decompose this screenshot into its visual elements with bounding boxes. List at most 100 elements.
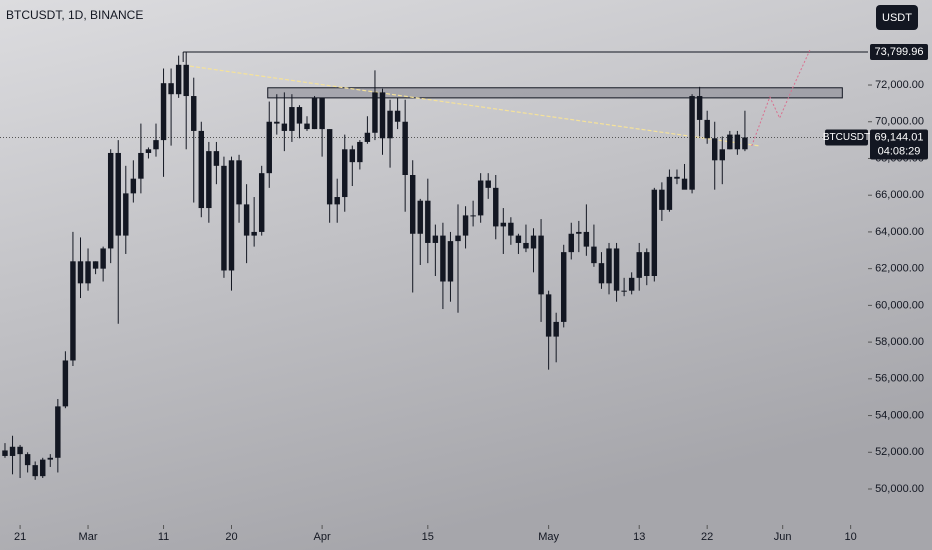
candle-body: [342, 149, 348, 198]
x-tick-label: 15: [422, 531, 434, 543]
candle-body: [606, 248, 612, 284]
candle-body: [674, 176, 680, 179]
x-tick-label: 10: [845, 531, 857, 543]
candle-body: [485, 180, 491, 188]
candle-body: [576, 231, 582, 234]
y-tick-label: 70,000.00: [875, 116, 924, 128]
candle-body: [47, 457, 54, 460]
candle-body: [560, 252, 567, 322]
candle-body: [311, 97, 318, 130]
candle-body: [734, 134, 741, 150]
y-tick-label: 66,000.00: [875, 189, 924, 201]
candle-body: [447, 241, 454, 282]
candle-body: [523, 242, 529, 249]
candle-body: [2, 450, 8, 456]
y-tick-label: 62,000.00: [875, 263, 924, 275]
x-tick-label: 21: [14, 531, 26, 543]
candle-body: [530, 235, 537, 249]
symbol-label: BTCUSDT: [823, 132, 870, 143]
candle-body: [666, 176, 673, 210]
candle-body: [379, 92, 386, 139]
candle-body: [168, 83, 174, 95]
price-label: 69,144.01: [875, 131, 924, 143]
candle-body: [704, 119, 710, 139]
candle-body: [32, 465, 38, 477]
countdown-label: 04:08:29: [878, 145, 921, 157]
candle-body: [228, 160, 235, 271]
candle-body: [70, 261, 76, 361]
candle-body: [598, 263, 605, 284]
candle-body: [9, 446, 16, 456]
candle-body: [425, 200, 431, 243]
candle-body: [304, 123, 310, 130]
candle-body: [591, 246, 597, 264]
candle-body: [77, 261, 84, 284]
candle-body: [719, 149, 725, 161]
currency-label[interactable]: USDT: [882, 12, 912, 24]
candle-body: [613, 248, 620, 291]
price-label-box: [870, 129, 928, 160]
x-tick-label: Jun: [774, 531, 792, 543]
candle-body: [138, 152, 144, 179]
candle-body: [364, 132, 371, 142]
candle-body: [545, 294, 552, 337]
candle-body: [628, 277, 635, 291]
x-tick-label: Apr: [314, 531, 331, 543]
currency-button[interactable]: [876, 5, 918, 30]
candle-body: [538, 235, 544, 295]
resistance-label: 73,799.96: [875, 46, 924, 58]
x-tick-label: Mar: [79, 531, 98, 543]
y-tick-label: 60,000.00: [875, 299, 924, 311]
x-tick-label: 20: [225, 531, 237, 543]
projection-path: [751, 49, 811, 147]
candle-body: [221, 165, 227, 271]
candle-body: [296, 107, 303, 124]
candle-body: [712, 138, 718, 161]
y-tick-label: 58,000.00: [875, 336, 924, 348]
candle-body: [115, 152, 121, 236]
candle-body: [394, 110, 401, 122]
candle-body: [40, 459, 46, 477]
candle-body: [455, 235, 461, 242]
candle-body: [62, 360, 69, 407]
candle-body: [213, 151, 220, 166]
candle-body: [258, 173, 265, 232]
resistance-label-box: [870, 43, 928, 60]
x-tick-label: May: [538, 531, 559, 543]
resistance-zone: [267, 87, 843, 99]
candle-body: [198, 130, 205, 209]
candle-body: [689, 96, 695, 190]
candle-body: [357, 141, 363, 163]
candle-body: [500, 222, 507, 227]
candle-body: [508, 222, 514, 236]
candle-body: [289, 107, 295, 131]
candle-body: [251, 231, 257, 236]
candle-body: [644, 252, 650, 276]
candle-body: [236, 160, 242, 205]
candle-body: [681, 178, 688, 190]
candle-body: [583, 231, 590, 247]
candle-body: [281, 123, 288, 131]
candle-body: [183, 64, 189, 97]
candle-body: [107, 152, 114, 249]
x-tick-label: 11: [158, 531, 169, 543]
candle-body: [175, 64, 182, 95]
y-tick-label: 72,000.00: [875, 79, 924, 91]
candle-body: [621, 290, 627, 292]
candle-body: [92, 261, 99, 269]
candle-body: [636, 252, 642, 278]
candle-body: [470, 215, 476, 217]
candle-body: [349, 149, 356, 163]
y-tick-label: 52,000.00: [875, 446, 924, 458]
chart-title: BTCUSDT, 1D, BINANCE: [6, 8, 143, 22]
candle-body: [387, 110, 393, 139]
x-tick-label: 13: [633, 531, 645, 543]
candle-body: [440, 235, 446, 282]
candle-body: [153, 140, 159, 150]
candle-body: [417, 200, 423, 234]
candle-body: [145, 149, 152, 153]
candle-body: [206, 151, 212, 209]
candle-body: [334, 197, 340, 205]
